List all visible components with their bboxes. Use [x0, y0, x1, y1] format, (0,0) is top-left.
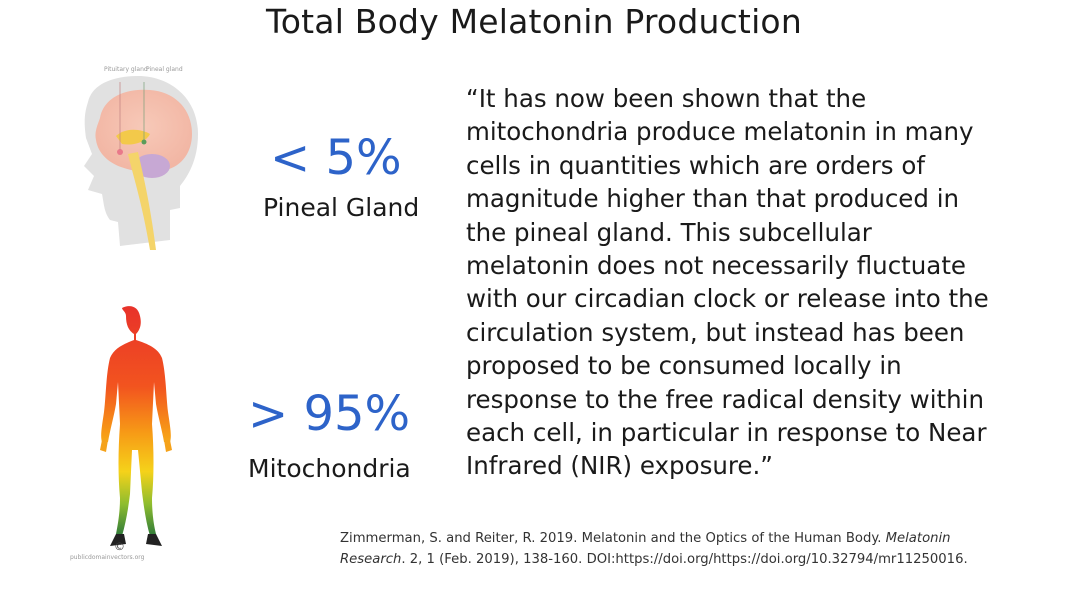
citation-authors: Zimmerman, S. and Reiter, R. 2019. Melat…: [340, 531, 886, 546]
mitochondria-percentage: > 95%: [248, 386, 411, 442]
quote-line: mitochondria produce melatonin in many: [466, 117, 974, 147]
quote-line: circulation system, but instead has been: [466, 317, 965, 347]
quote-line: “It has now been shown that the: [466, 84, 867, 113]
human-body-illustration: ©: [58, 300, 198, 572]
image-credit: publicdomainvectors.org: [70, 554, 145, 561]
citation-details: . 2, 1 (Feb. 2019), 138-160. DOI:https:/…: [401, 552, 968, 567]
quote-line: proposed to be consumed locally in: [466, 351, 902, 381]
mitochondria-label: Mitochondria: [248, 454, 411, 483]
pineal-percentage: < 5%: [270, 130, 402, 186]
head-brain-illustration: Pituitary gland Pineal gland: [58, 62, 204, 254]
quote-line: response to the free radical density wit…: [466, 384, 984, 414]
quote-line: each cell, in particular in response to …: [466, 418, 987, 448]
quote-line: with our circadian clock or release into…: [466, 284, 989, 314]
quote-line: the pineal gland. This subcellular: [466, 217, 872, 247]
human-figure-icon: [100, 306, 172, 546]
research-quote: “It has now been shown that the mitochon…: [466, 82, 1046, 483]
citation-journal-part2: Research: [340, 552, 402, 567]
slide-title: Total Body Melatonin Production: [266, 2, 802, 41]
brain-head-icon: [84, 76, 198, 250]
pineal-gland-label: Pineal Gland: [263, 193, 420, 222]
quote-line: magnitude higher than that produced in: [466, 184, 960, 214]
citation-line-1: Zimmerman, S. and Reiter, R. 2019. Melat…: [340, 528, 1055, 549]
quote-line: melatonin does not necessarily fluctuate: [466, 251, 967, 281]
citation-journal-part1: Melatonin: [885, 531, 951, 546]
pineal-label: Pineal gland: [146, 66, 183, 73]
quote-line: cells in quantities which are orders of: [466, 150, 925, 180]
citation: Zimmerman, S. and Reiter, R. 2019. Melat…: [340, 528, 1055, 570]
copyright-icon: ©: [114, 540, 125, 553]
quote-line: Infrared (NIR) exposure.”: [466, 451, 773, 481]
pituitary-label: Pituitary gland: [104, 66, 148, 73]
citation-line-2: Research. 2, 1 (Feb. 2019), 138-160. DOI…: [340, 549, 1055, 570]
